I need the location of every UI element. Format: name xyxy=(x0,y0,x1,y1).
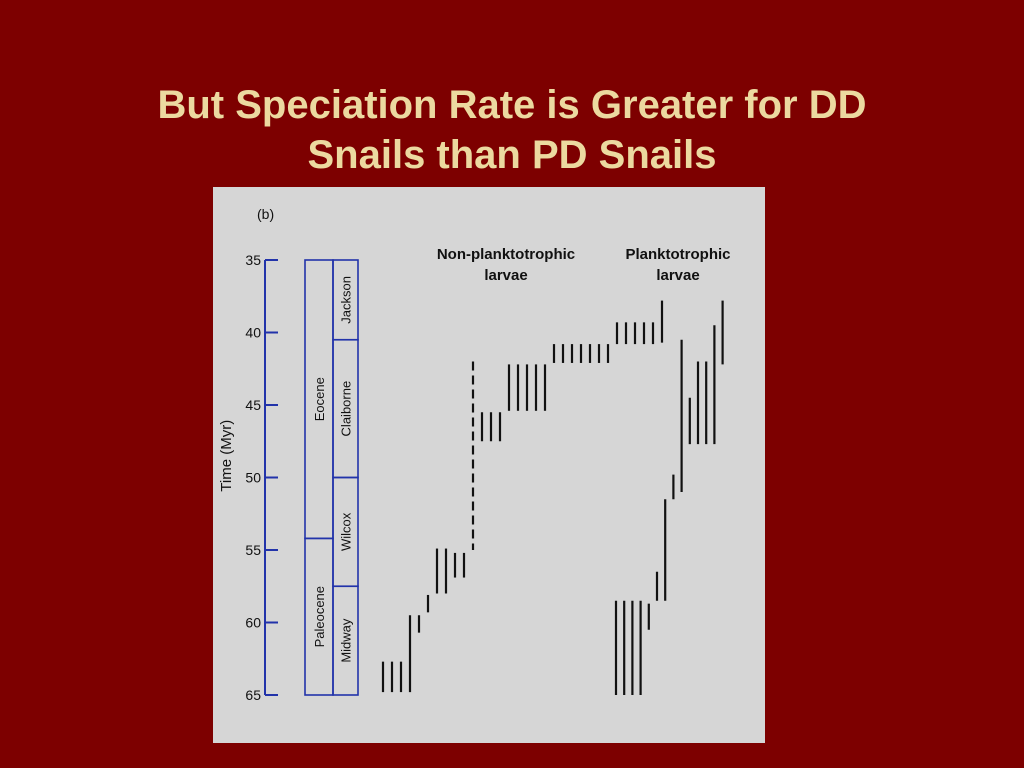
y-tick-label: 65 xyxy=(245,687,261,703)
stage-label: Wilcox xyxy=(339,512,354,551)
stage-box xyxy=(332,585,359,696)
slide-title: But Speciation Rate is Greater for DD Sn… xyxy=(0,80,1024,180)
title-line-2: Snails than PD Snails xyxy=(307,133,717,177)
y-tick-label: 35 xyxy=(245,252,261,268)
panel-label: (b) xyxy=(257,206,274,222)
stage-label: Midway xyxy=(339,618,354,663)
stage-label: Jackson xyxy=(339,276,354,324)
y-tick-label: 40 xyxy=(245,325,261,341)
range-bars xyxy=(381,300,724,695)
y-tick-label: 60 xyxy=(245,615,261,631)
epoch-label: Paleocene xyxy=(312,586,327,647)
y-tick-label: 45 xyxy=(245,397,261,413)
timescale-column: Eocene Paleocene Jackson Claiborne Wilcox Mid… xyxy=(304,259,359,696)
y-tick-label: 50 xyxy=(245,470,261,486)
stage-label: Claiborne xyxy=(339,381,354,437)
time-axis: 35 40 45 50 55 60 65 Time (Myr) xyxy=(218,252,278,703)
y-axis-label: Time (Myr) xyxy=(218,420,235,492)
series-labels: Non-planktotrophic larvae Planktotrophic la… xyxy=(437,246,731,284)
series-label: Non-planktotrophic xyxy=(437,246,575,263)
epoch-label: Eocene xyxy=(312,377,327,421)
series-label: Planktotrophic xyxy=(625,246,730,263)
range-chart: (b) 35 40 45 50 55 60 65 Time (Myr) Eocene Paleo… xyxy=(218,206,731,703)
figure-panel: (b) 35 40 45 50 55 60 65 Time (Myr) Eocene Paleo… xyxy=(213,187,765,743)
series-label: larvae xyxy=(656,267,699,284)
title-line-1: But Speciation Rate is Greater for DD xyxy=(157,83,867,127)
y-tick-label: 55 xyxy=(245,542,261,558)
series-label: larvae xyxy=(484,267,527,284)
